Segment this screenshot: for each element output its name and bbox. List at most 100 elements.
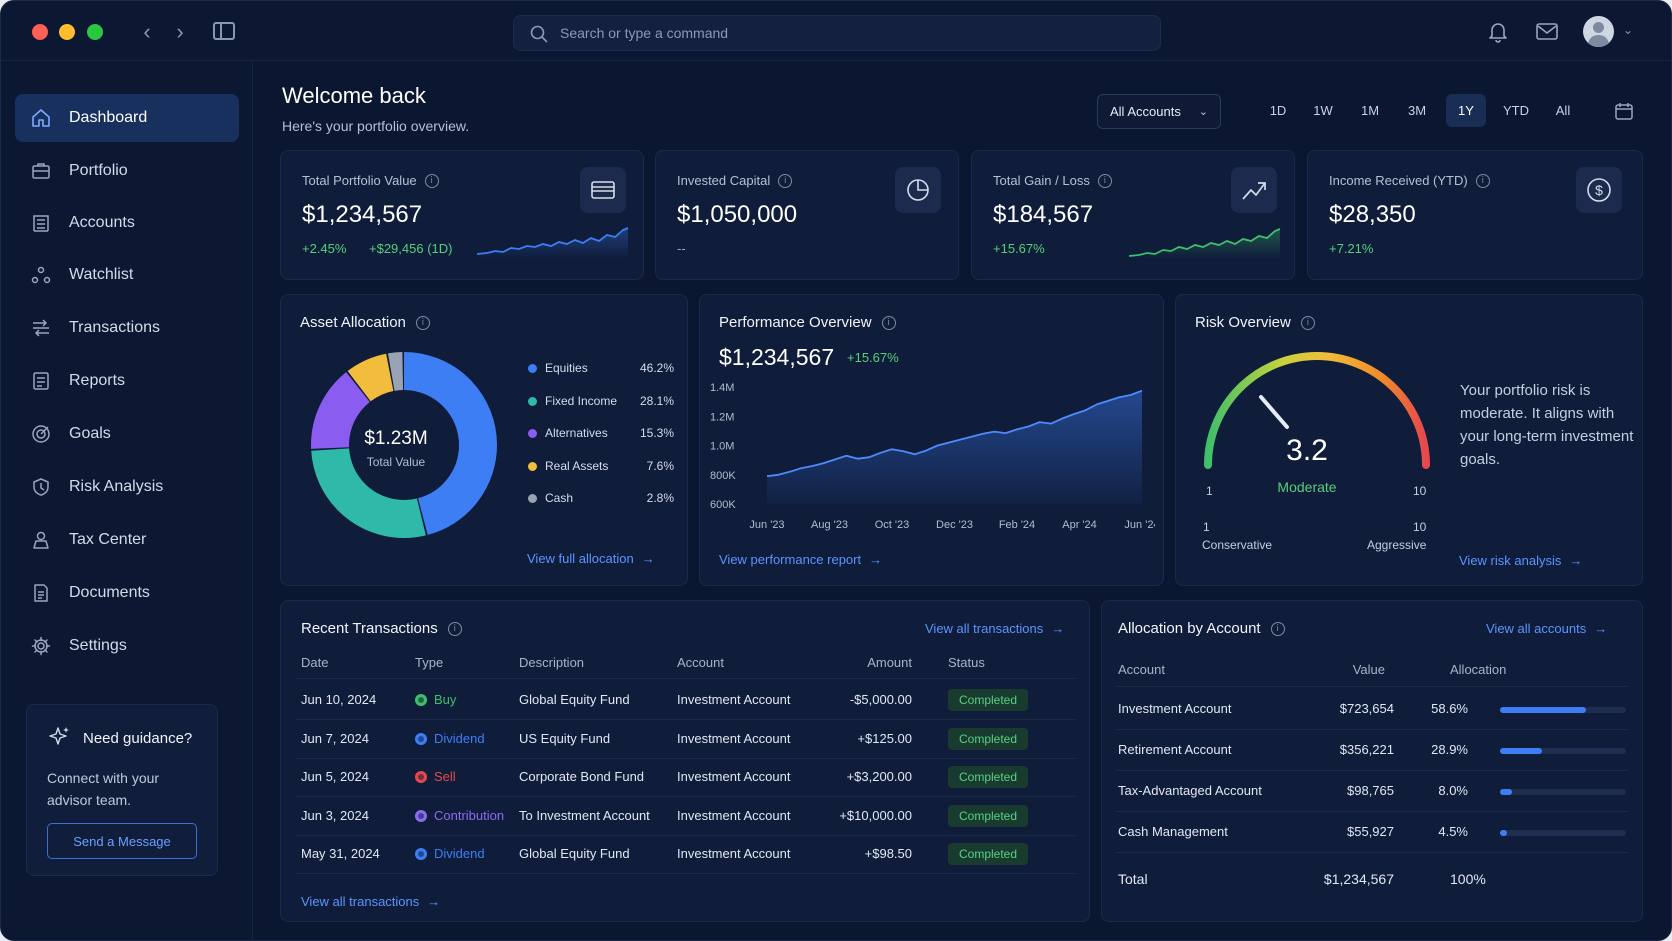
info-icon[interactable]: i — [881, 315, 896, 330]
chevron-down-icon[interactable]: ⌄ — [1623, 23, 1634, 37]
back-arrow-icon[interactable]: ‹ — [143, 19, 151, 44]
column-header-amount[interactable]: Amount — [867, 655, 912, 670]
column-header-status[interactable]: Status — [948, 655, 985, 670]
column-header-account[interactable]: Account — [1118, 662, 1165, 677]
table-row[interactable]: May 31, 2024 Dividend Global Equity Fund In… — [281, 835, 1091, 873]
info-icon[interactable]: i — [447, 621, 462, 636]
table-row[interactable]: Cash Management $55,927 4.5% — [1102, 812, 1644, 852]
sidebar-item-transactions[interactable]: Transactions — [15, 304, 239, 352]
sparkline-total-value — [477, 227, 629, 259]
y-tick-label: 1.2M — [710, 411, 734, 423]
sidebar-item-dashboard[interactable]: Dashboard — [15, 94, 239, 142]
range-ytd-button[interactable]: YTD — [1503, 103, 1529, 118]
table-row[interactable]: Investment Account $723,654 58.6% — [1102, 689, 1644, 729]
column-header-account[interactable]: Account — [677, 655, 724, 670]
sidebar-item-accounts[interactable]: Accounts — [15, 199, 239, 247]
range-1m-button[interactable]: 1M — [1360, 103, 1380, 118]
table-row[interactable]: Jun 5, 2024 Sell Corporate Bond Fund Invest… — [281, 758, 1091, 796]
range-all-button[interactable]: All — [1555, 103, 1571, 118]
cell-account: Investment Account — [677, 769, 791, 784]
column-header-allocation[interactable]: Allocation — [1450, 662, 1507, 677]
minimize-window-button[interactable] — [59, 24, 75, 40]
cell-amount: +$10,000.00 — [839, 807, 912, 823]
sidebar-item-risk-analysis[interactable]: Risk Analysis — [15, 463, 239, 511]
bell-icon[interactable] — [1488, 21, 1508, 43]
column-header-type[interactable]: Type — [415, 655, 444, 670]
mail-icon[interactable] — [1536, 23, 1558, 41]
type-indicator-icon — [415, 732, 427, 745]
briefcase-icon — [32, 163, 50, 179]
chevron-down-icon: ⌄ — [1198, 106, 1208, 118]
send-message-button[interactable]: Send a Message — [47, 823, 197, 859]
risk-card: Risk Overview i 3.2 Moderate 1 10 1 10 Co… — [1175, 294, 1643, 586]
info-icon[interactable]: i — [424, 173, 439, 188]
view-all-accounts-link[interactable]: View all accounts → — [1486, 621, 1607, 636]
cell-date: May 31, 2024 — [301, 846, 380, 861]
avatar[interactable] — [1583, 16, 1614, 47]
table-row[interactable]: Jun 10, 2024 Buy Global Equity Fund Investm… — [281, 681, 1091, 719]
account-select[interactable]: All Accounts ⌄ — [1097, 94, 1221, 129]
risk-level: Moderate — [1277, 479, 1337, 495]
table-row[interactable]: Jun 3, 2024 Contribution To Investment Acc… — [281, 797, 1091, 835]
y-tick-label: 600K — [710, 499, 736, 511]
range-1d-button[interactable]: 1D — [1269, 103, 1287, 118]
donut-center-value: $1.23M — [364, 428, 428, 449]
legend-value: 46.2% — [639, 361, 674, 375]
arrow-right-icon: → — [1594, 621, 1608, 636]
x-tick-label: Aug '23 — [811, 519, 848, 531]
column-header-date[interactable]: Date — [301, 655, 329, 670]
info-icon[interactable]: i — [1097, 173, 1112, 188]
sidebar-toggle-icon[interactable] — [213, 22, 235, 40]
forward-arrow-icon[interactable]: › — [176, 19, 184, 44]
sidebar-item-reports[interactable]: Reports — [15, 357, 239, 405]
search-bar[interactable]: Search or type a command — [513, 15, 1161, 51]
sidebar-item-documents[interactable]: Documents — [15, 569, 239, 617]
view-all-transactions-bottom-link[interactable]: View all transactions → — [301, 894, 440, 909]
view-full-allocation-link[interactable]: View full allocation → — [527, 551, 655, 566]
range-1y-button[interactable]: 1Y — [1446, 94, 1486, 127]
table-row[interactable]: Retirement Account $356,221 28.9% — [1102, 730, 1644, 770]
row-divider — [1116, 811, 1628, 812]
column-header-value[interactable]: Value — [1352, 662, 1385, 677]
link-label: View all transactions — [301, 894, 420, 909]
sidebar-item-portfolio[interactable]: Portfolio — [15, 147, 239, 195]
close-window-button[interactable] — [32, 24, 48, 40]
range-3m-button[interactable]: 3M — [1407, 103, 1427, 118]
view-performance-report-link[interactable]: View performance report → — [719, 552, 882, 567]
view-all-transactions-link[interactable]: View all transactions → — [925, 621, 1064, 636]
dollar-icon: $ — [1587, 178, 1611, 202]
info-icon[interactable]: i — [1270, 621, 1285, 636]
allocation-donut — [311, 352, 497, 538]
cell-type: Dividend — [415, 731, 485, 746]
performance-area — [767, 390, 1142, 504]
info-icon[interactable]: i — [415, 315, 430, 330]
cell-type: Sell — [415, 769, 456, 784]
calendar-icon[interactable] — [1614, 101, 1634, 121]
view-risk-analysis-link[interactable]: View risk analysis → — [1459, 553, 1582, 568]
sidebar-item-settings[interactable]: Settings — [15, 622, 239, 670]
allocation-bar-fill — [1500, 789, 1512, 795]
cell-description: Corporate Bond Fund — [519, 769, 645, 784]
range-1w-button[interactable]: 1W — [1313, 103, 1333, 118]
donut-slice-alternatives[interactable] — [311, 352, 497, 538]
sidebar-item-goals[interactable]: Goals — [15, 410, 239, 458]
row-divider — [1116, 770, 1628, 771]
maximize-window-button[interactable] — [87, 24, 103, 40]
sidebar-item-tax-center[interactable]: Tax Center — [15, 516, 239, 564]
x-tick-label: Jun '23 — [749, 519, 784, 531]
sidebar-item-watchlist[interactable]: Watchlist — [15, 251, 239, 299]
allocation-bar-fill — [1500, 707, 1586, 713]
info-icon[interactable]: i — [1475, 173, 1490, 188]
table-row[interactable]: Tax-Advantaged Account $98,765 8.0% — [1102, 771, 1644, 811]
info-icon[interactable]: i — [1300, 315, 1315, 330]
donut-slice-fixed-income[interactable] — [311, 352, 497, 538]
kpi-label: Income Received (YTD) — [1329, 173, 1468, 188]
cell-allocation: 28.9% — [1431, 742, 1468, 757]
donut-slice-equities[interactable] — [311, 352, 497, 538]
kpi-card-income: Income Received (YTD) i $28,350 +7.21% $ — [1307, 150, 1643, 280]
info-icon[interactable]: i — [778, 173, 793, 188]
column-header-description[interactable]: Description — [519, 655, 585, 670]
allocation-bar-fill — [1500, 748, 1543, 754]
title-bar: ‹ › Search or type a command ⌄ — [1, 1, 1671, 61]
table-row[interactable]: Jun 7, 2024 Dividend US Equity Fund Investm… — [281, 720, 1091, 758]
